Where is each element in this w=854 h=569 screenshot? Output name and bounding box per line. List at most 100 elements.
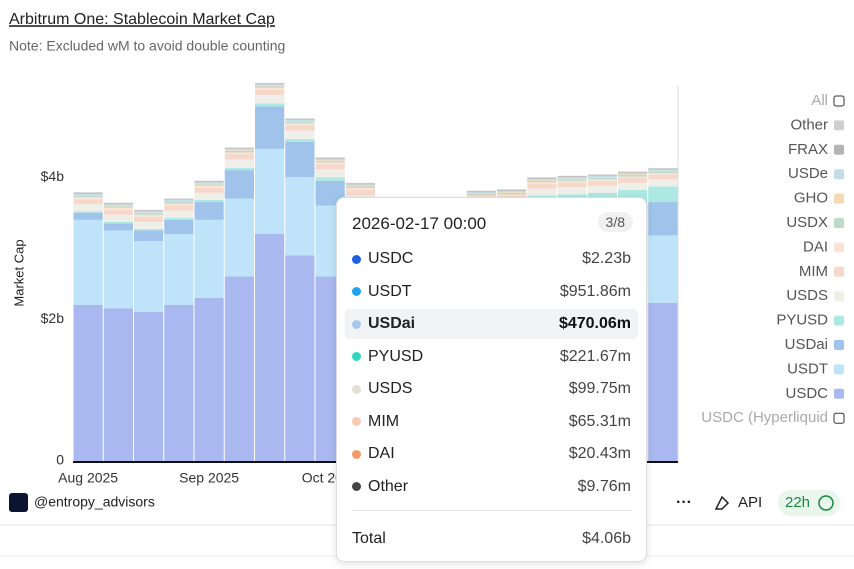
bar-segment: [134, 212, 164, 214]
legend-label[interactable]: USDC: [785, 385, 828, 402]
bar-segment: [164, 205, 194, 211]
bar-segment: [103, 204, 133, 206]
tooltip-value: $2.23b: [582, 250, 631, 267]
bar-segment: [466, 195, 496, 198]
bar-segment: [648, 186, 678, 203]
bar-segment: [194, 185, 224, 188]
y-tick-label: 0: [56, 452, 64, 468]
bar-segment: [134, 216, 164, 222]
tooltip-value: $65.31m: [568, 412, 631, 430]
tooltip-total-label: Total: [352, 530, 386, 547]
tooltip-dot: [352, 449, 361, 459]
bar-segment: [648, 168, 678, 170]
api-button[interactable]: API: [738, 494, 762, 511]
bar-segment: [255, 83, 285, 85]
bar-segment: [315, 164, 345, 170]
bar-segment: [315, 160, 345, 163]
y-tick-label: $2b: [41, 310, 65, 326]
bar-segment: [164, 203, 194, 206]
bar-segment: [285, 119, 315, 122]
bar-segment: [194, 181, 224, 183]
bar-segment: [527, 178, 557, 181]
tooltip-value: $9.76m: [577, 477, 631, 495]
bar-segment: [103, 209, 133, 215]
bar-segment: [285, 121, 315, 124]
tooltip-row: PYUSD $221.67m: [345, 342, 638, 372]
bar-segment: [315, 158, 345, 161]
bar-segment: [73, 212, 103, 220]
bar-segment: [73, 195, 103, 198]
tooltip-divider: [352, 510, 631, 511]
bar-segment: [345, 185, 375, 187]
legend-label[interactable]: MIM: [799, 263, 828, 280]
legend-label[interactable]: USDS: [786, 287, 828, 304]
bar-segment: [103, 214, 133, 222]
legend-label[interactable]: Other: [790, 116, 828, 133]
legend-swatch: [834, 120, 844, 131]
chart-title[interactable]: Arbitrum One: Stablecoin Market Cap: [9, 11, 275, 28]
legend-swatch: [834, 144, 844, 155]
bar-segment: [224, 148, 254, 149]
bar-segment: [194, 219, 224, 298]
bar-segment: [618, 171, 648, 173]
tooltip-dot: [352, 352, 361, 361]
legend-swatch: [834, 169, 844, 180]
bar-segment: [164, 199, 194, 202]
bar-segment: [557, 176, 587, 178]
legend-label[interactable]: USDT: [787, 360, 828, 377]
tooltip-dot: [352, 254, 361, 264]
bar-segment: [194, 184, 224, 186]
bar-segment: [134, 230, 164, 242]
check-icon: [818, 495, 834, 511]
legend-label[interactable]: All: [811, 92, 828, 109]
bar-segment: [618, 182, 648, 190]
legend-label[interactable]: USDai: [785, 336, 828, 353]
bar-segment: [557, 179, 587, 181]
bar-segment: [255, 233, 285, 461]
legend-label[interactable]: USDC (Hyperliquid: [701, 409, 828, 426]
tooltip-row: USDS $99.75m: [345, 374, 638, 404]
bar-segment: [194, 192, 224, 200]
bar-segment: [587, 180, 617, 186]
tooltip: 2026-02-17 00:00 3/8 Total $4.06b USDC $2…: [336, 197, 647, 562]
bar-segment: [255, 106, 285, 149]
legend-swatch: [834, 340, 844, 350]
bar-segment: [285, 177, 315, 256]
legend-label[interactable]: GHO: [794, 190, 828, 207]
legend-swatch: [834, 364, 844, 375]
bar-segment: [557, 180, 587, 183]
bar-segment: [345, 182, 375, 184]
tooltip-row: USDT $951.86m: [345, 277, 638, 307]
api-icon[interactable]: [714, 495, 730, 510]
bar-segment: [255, 94, 285, 104]
bar-segment: [315, 157, 345, 159]
bar-segment: [345, 186, 375, 188]
legend-label[interactable]: FRAX: [788, 141, 828, 158]
legend-label[interactable]: USDX: [786, 214, 828, 231]
bar-segment: [103, 308, 133, 461]
legend-label[interactable]: USDe: [788, 165, 828, 182]
bar-segment: [194, 182, 224, 184]
legend-swatch: [834, 315, 844, 326]
bar-segment: [224, 154, 254, 160]
legend-label[interactable]: DAI: [803, 238, 828, 255]
bar-segment: [648, 170, 678, 172]
legend-label[interactable]: PYUSD: [776, 312, 828, 329]
tooltip-page: 3/8: [597, 212, 633, 232]
bar-segment: [134, 312, 164, 461]
handle[interactable]: @entropy_advisors: [34, 494, 155, 510]
bar-segment: [648, 179, 678, 187]
bar-segment: [134, 213, 164, 215]
bar-segment: [285, 123, 315, 126]
legend-swatch: [834, 266, 844, 277]
bar-segment: [194, 199, 224, 203]
more-button[interactable]: ···: [676, 494, 692, 511]
bar-segment: [527, 177, 557, 179]
bar-segment: [618, 174, 648, 176]
bar-segment: [164, 217, 194, 220]
tooltip-dot: [352, 482, 361, 491]
tooltip-value: $221.67m: [559, 347, 631, 365]
bar-segment: [73, 304, 103, 461]
tooltip-row: DAI $20.43m: [345, 439, 638, 469]
